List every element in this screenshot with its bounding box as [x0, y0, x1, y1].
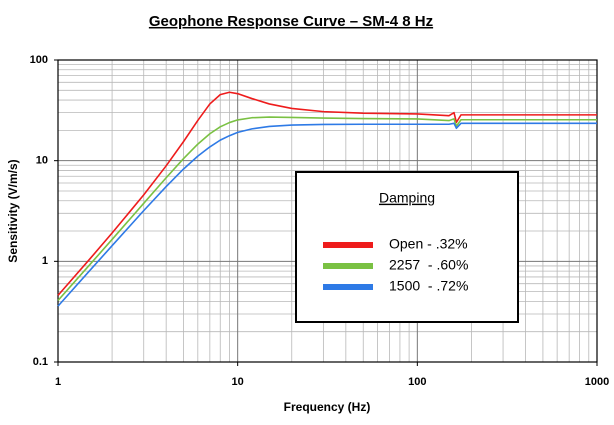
x-tick-label: 1000	[585, 376, 609, 388]
x-tick-label: 100	[408, 376, 426, 388]
y-tick-label: 1	[42, 255, 48, 267]
line-series	[57, 91, 597, 296]
plot-frame	[57, 59, 598, 363]
y-axis-label: Sensitivity (V/m/s)	[6, 159, 20, 262]
legend-label: Open - .32%	[389, 236, 468, 252]
x-axis-label: Frequency (Hz)	[284, 400, 371, 414]
legend-label: 1500 - .72%	[389, 278, 468, 294]
y-tick-label: 0.1	[33, 356, 48, 368]
y-tick-label: 100	[30, 54, 48, 66]
line-series	[57, 122, 597, 307]
line-series	[57, 116, 597, 302]
legend-label: 2257 - .60%	[389, 257, 468, 273]
legend-title: Damping	[379, 190, 435, 206]
y-tick-label: 10	[36, 155, 48, 167]
x-tick-label: 10	[232, 376, 244, 388]
chart-title: Geophone Response Curve – SM-4 8 Hz	[149, 13, 433, 30]
x-tick-label: 1	[55, 376, 61, 388]
